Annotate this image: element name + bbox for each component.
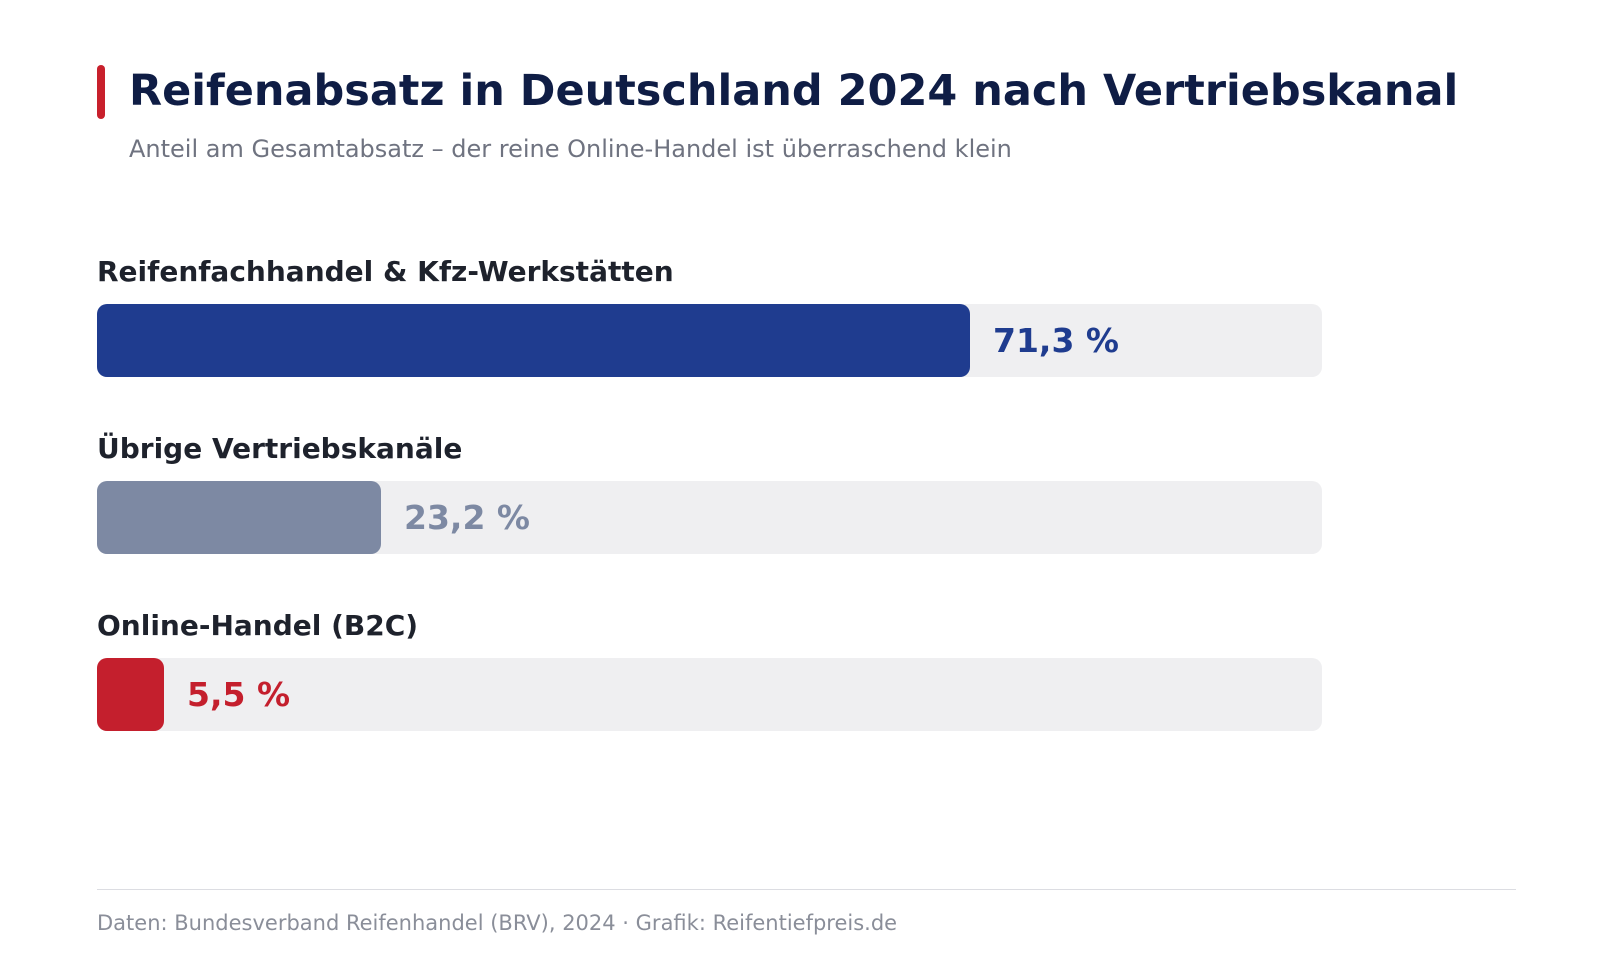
- bar-chart: Reifenfachhandel & Kfz-Werkstätten 71,3 %…: [97, 250, 1322, 781]
- source-note: Daten: Bundesverband Reifenhandel (BRV),…: [97, 911, 898, 935]
- bar: [97, 304, 970, 377]
- value-label: 71,3 %: [993, 321, 1119, 360]
- chart-subtitle: Anteil am Gesamtabsatz – der reine Onlin…: [129, 135, 1012, 163]
- bar-track: 71,3 %: [97, 304, 1322, 377]
- bar: [97, 658, 164, 731]
- bar-row: Übrige Vertriebskanäle 23,2 %: [97, 427, 1322, 604]
- value-label: 23,2 %: [404, 498, 530, 537]
- chart-title: Reifenabsatz in Deutschland 2024 nach Ve…: [129, 66, 1459, 116]
- value-label: 5,5 %: [187, 675, 291, 714]
- footer-divider: [97, 889, 1516, 890]
- title-accent-bar: [97, 65, 105, 119]
- bar-track: 23,2 %: [97, 481, 1322, 554]
- category-label: Reifenfachhandel & Kfz-Werkstätten: [97, 255, 674, 288]
- bar-row: Reifenfachhandel & Kfz-Werkstätten 71,3 %: [97, 250, 1322, 427]
- bar: [97, 481, 381, 554]
- bar-track: 5,5 %: [97, 658, 1322, 731]
- bar-row: Online-Handel (B2C) 5,5 %: [97, 604, 1322, 781]
- category-label: Online-Handel (B2C): [97, 609, 419, 642]
- category-label: Übrige Vertriebskanäle: [97, 432, 463, 465]
